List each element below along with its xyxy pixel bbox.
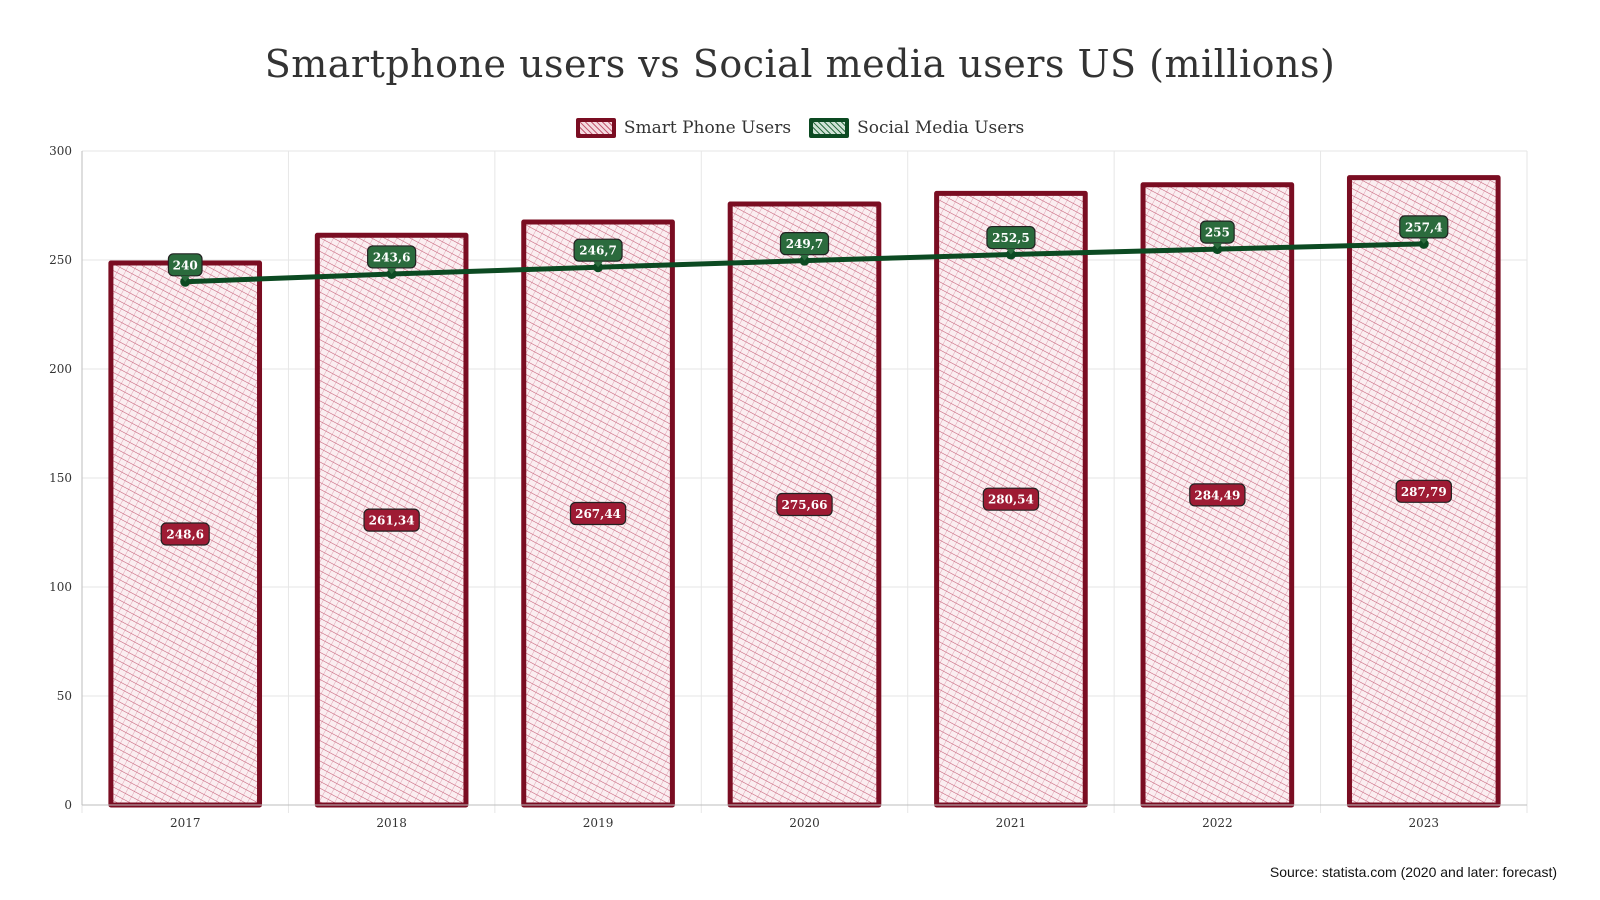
data-label-social-media-2022-pointer — [1212, 243, 1223, 250]
data-label-social-media-2017: 240 — [167, 253, 203, 282]
data-label-smartphone-2021: 280,54 — [982, 487, 1040, 511]
data-label-social-media-2019-pointer — [593, 261, 604, 268]
data-label-smartphone-2020-bg — [776, 492, 833, 517]
data-label-smartphone-2023-text: 287,79 — [1401, 485, 1447, 499]
y-tick-label: 0 — [64, 798, 72, 812]
data-label-smartphone-2019-bg — [569, 501, 627, 526]
source-note: Source: statista.com (2020 and later: fo… — [1269, 864, 1557, 880]
axis-layer: 0 50 100 150 200 250 300 2017 2018 2019 2020 2021 20… — [49, 144, 1527, 830]
data-label-social-media-2017-pointer — [180, 275, 191, 282]
x-tick-label: 2021 — [996, 816, 1027, 830]
data-label-social-media-2022-text: 255 — [1205, 226, 1230, 240]
x-tick-label: 2019 — [583, 816, 614, 830]
data-label-social-media-2019: 246,7 — [573, 238, 623, 268]
data-label-smartphone-2023-bg — [1395, 479, 1452, 503]
data-label-smartphone-2018-bg — [363, 508, 420, 532]
x-tick-label: 2018 — [376, 816, 407, 830]
legend-label-smartphone: Smart Phone Users — [623, 118, 792, 138]
data-label-smartphone-2021-bg — [982, 487, 1040, 511]
data-label-social-media-2020: 249,7 — [779, 232, 830, 261]
x-tick-label: 2017 — [170, 816, 201, 830]
data-label-social-media-2020-text: 249,7 — [786, 237, 824, 251]
data-label-smartphone-2018-text: 261,34 — [369, 514, 415, 528]
data-label-social-media-2018-text: 243,6 — [373, 250, 411, 264]
data-label-smartphone-2017-bg — [160, 522, 210, 546]
legend: Smart Phone Users Social Media Users — [0, 118, 1600, 138]
data-label-social-media-2020-pointer — [799, 254, 810, 261]
y-tick-label: 50 — [57, 689, 72, 703]
data-label-social-media-2021: 252,5 — [986, 225, 1036, 255]
data-label-social-media-2018-pointer — [386, 267, 397, 274]
data-label-smartphone-2022-text: 284,49 — [1194, 488, 1240, 502]
data-label-smartphone-2019: 267,44 — [569, 501, 627, 526]
bars-layer — [108, 175, 1501, 808]
data-label-smartphone-2017-text: 248,6 — [166, 528, 204, 542]
data-label-smartphone-2020-text: 275,66 — [782, 498, 828, 512]
data-label-social-media-2023: 257,4 — [1399, 215, 1449, 244]
data-label-social-media-2022: 255 — [1199, 220, 1235, 250]
labels-layer: 248,6 261,34 267,44 275,66 280,54 284,49 287,7… — [160, 215, 1452, 546]
data-label-social-media-2023-text: 257,4 — [1405, 220, 1443, 234]
data-label-smartphone-2022: 284,49 — [1189, 483, 1246, 507]
data-label-smartphone-2022-bg — [1189, 483, 1246, 507]
y-tick-label: 150 — [49, 471, 72, 485]
x-tick-label: 2020 — [789, 816, 820, 830]
data-label-social-media-2018: 243,6 — [367, 245, 417, 274]
data-label-smartphone-2018: 261,34 — [363, 508, 420, 532]
data-label-smartphone-2023: 287,79 — [1395, 479, 1452, 503]
y-tick-label: 250 — [49, 253, 72, 267]
data-label-social-media-2019-text: 246,7 — [579, 244, 617, 258]
chart-title: Smartphone users vs Social media users U… — [264, 42, 1336, 86]
legend-item-smartphone[interactable]: Smart Phone Users — [575, 118, 792, 138]
data-label-social-media-2021-text: 252,5 — [992, 231, 1030, 245]
data-label-smartphone-2021-text: 280,54 — [988, 493, 1034, 507]
data-label-social-media-2017-text: 240 — [173, 258, 198, 272]
legend-swatch-smartphone — [575, 118, 616, 138]
y-tick-label: 300 — [49, 144, 72, 158]
x-tick-label: 2023 — [1409, 816, 1440, 830]
legend-item-social-media[interactable]: Social Media Users — [809, 118, 1024, 138]
legend-label-social-media: Social Media Users — [857, 118, 1025, 138]
y-tick-label: 100 — [49, 580, 72, 594]
data-label-smartphone-2019-text: 267,44 — [575, 507, 621, 521]
legend-swatch-social-media — [809, 118, 850, 138]
y-tick-label: 200 — [49, 362, 72, 376]
data-label-social-media-2021-pointer — [1005, 248, 1016, 255]
x-tick-label: 2022 — [1202, 816, 1233, 830]
data-label-smartphone-2017: 248,6 — [160, 522, 210, 546]
data-label-social-media-2023-pointer — [1418, 237, 1429, 244]
data-label-smartphone-2020: 275,66 — [776, 492, 833, 517]
